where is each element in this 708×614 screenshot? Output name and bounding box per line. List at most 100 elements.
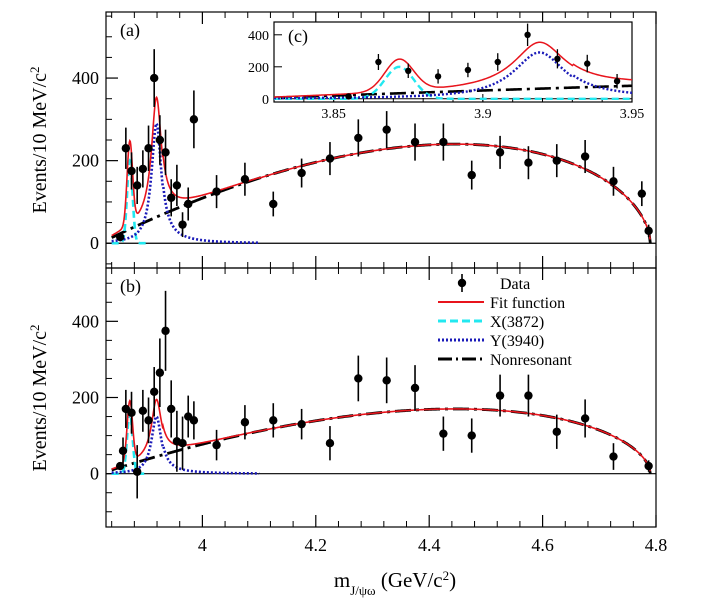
data-point xyxy=(144,144,153,153)
x-tick-label: 4.4 xyxy=(418,535,441,555)
data-point xyxy=(138,406,148,416)
data-point xyxy=(382,125,391,134)
data-points xyxy=(115,290,653,499)
data-point xyxy=(184,199,193,209)
panel-b: 0 200 400 (b) xyxy=(72,267,657,528)
x-tick-label: 4.2 xyxy=(305,535,328,555)
data-point xyxy=(297,419,306,429)
y-title-top-main: Events/10 MeV/c xyxy=(29,73,51,214)
y-title-bottom-main: Events/10 MeV/c xyxy=(29,331,51,472)
y-tick-label: 400 xyxy=(72,68,99,88)
x-title-sub: J/ψω xyxy=(350,583,376,598)
data-point xyxy=(127,408,136,417)
x-title-unit-post: ) xyxy=(449,568,456,592)
inset-data-point xyxy=(554,55,561,62)
legend-nonres-label: Nonresonant xyxy=(490,352,572,369)
legend-y3940-label: Y(3940) xyxy=(490,333,544,350)
panel-a: 0 200 400 (a) xyxy=(72,11,657,269)
legend-fit-label: Fit function xyxy=(490,295,565,312)
x-tick-label: 4.8 xyxy=(645,535,668,555)
data-point xyxy=(524,158,533,167)
data-point xyxy=(580,414,590,423)
panel-label: (a) xyxy=(120,20,140,41)
x-title-main: m xyxy=(334,568,350,592)
x-tick-label: 4 xyxy=(198,535,207,555)
data-point xyxy=(354,374,363,383)
inset-data-point xyxy=(405,67,412,75)
data-point xyxy=(121,144,131,153)
data-point xyxy=(495,391,505,400)
data-point xyxy=(552,156,561,165)
x3872-curve xyxy=(111,158,146,245)
data-point xyxy=(172,181,182,190)
y3940-curve xyxy=(111,120,260,245)
data-point xyxy=(382,376,391,385)
data-point xyxy=(644,226,653,236)
data-point xyxy=(178,220,187,229)
inset-data-point xyxy=(434,73,442,80)
data-point xyxy=(161,326,170,336)
data-point xyxy=(212,440,221,450)
data-point xyxy=(609,177,618,186)
inset-x-tick-label: 3.95 xyxy=(620,107,645,122)
data-points xyxy=(115,49,653,242)
inset-data-point xyxy=(494,58,501,66)
data-point xyxy=(118,446,128,456)
data-point xyxy=(439,429,448,438)
inset-x3872-curve xyxy=(274,65,632,100)
chart-root: 0 200 400 (a) 0 200 400 (b) 4 4.2 4.4 4.6 4.8 0 200 400… xyxy=(72,11,668,555)
inset-curves xyxy=(274,41,632,100)
inset-fit-curve xyxy=(274,41,632,98)
y-title-top-sup: 2 xyxy=(27,66,42,73)
data-point xyxy=(149,387,159,396)
y-axis-title-top: Events/10 MeV/c2 xyxy=(27,66,52,213)
data-point xyxy=(410,383,420,393)
data-point xyxy=(637,189,647,198)
data-point xyxy=(212,187,221,196)
data-point xyxy=(138,164,148,174)
y-tick-label: 400 xyxy=(72,311,99,331)
data-point xyxy=(240,175,250,184)
inset-data-point xyxy=(584,60,591,67)
inset-data-point xyxy=(375,58,382,66)
data-point xyxy=(269,416,278,425)
inset-data-point xyxy=(345,93,352,100)
data-point xyxy=(439,137,448,147)
data-point xyxy=(495,148,505,157)
fit-curve xyxy=(111,398,651,472)
x-title-unit-sup: 2 xyxy=(443,568,450,583)
data-point xyxy=(580,152,590,161)
data-point xyxy=(552,427,561,436)
data-point xyxy=(240,418,250,427)
panel-label: (b) xyxy=(120,276,141,297)
legend-data-label: Data xyxy=(500,276,530,293)
legend: Data Fit function X(3872) Y(3940) Nonres… xyxy=(438,274,572,369)
inset-x-tick-label: 3.9 xyxy=(474,107,492,122)
inset-frame xyxy=(273,21,633,103)
data-point xyxy=(149,73,159,83)
data-point xyxy=(354,133,363,143)
data-point xyxy=(178,439,187,448)
data-point xyxy=(127,166,136,176)
data-point xyxy=(155,135,165,145)
data-point xyxy=(325,154,335,163)
x-title-unit-pre: (GeV/c xyxy=(376,568,443,592)
inset-y-tick-label: 200 xyxy=(248,61,269,76)
inset-data-point xyxy=(464,66,472,74)
data-point xyxy=(524,391,533,400)
data-point xyxy=(155,368,165,377)
inset-data-points xyxy=(345,23,621,100)
data-point xyxy=(467,431,476,440)
inset-data-point xyxy=(613,78,621,85)
y-axis-title-bottom: Events/10 MeV/c2 xyxy=(27,324,52,471)
inset-y-tick-label: 0 xyxy=(262,93,269,108)
inset-nonresonant-curve xyxy=(274,84,632,99)
x-tick-label: 4.6 xyxy=(531,535,554,555)
data-point xyxy=(132,181,142,190)
data-point xyxy=(269,199,278,209)
y-title-bottom-sup: 2 xyxy=(27,324,42,331)
data-point xyxy=(189,115,199,124)
inset-x-tick-label: 3.85 xyxy=(321,107,346,122)
data-point xyxy=(161,148,170,157)
